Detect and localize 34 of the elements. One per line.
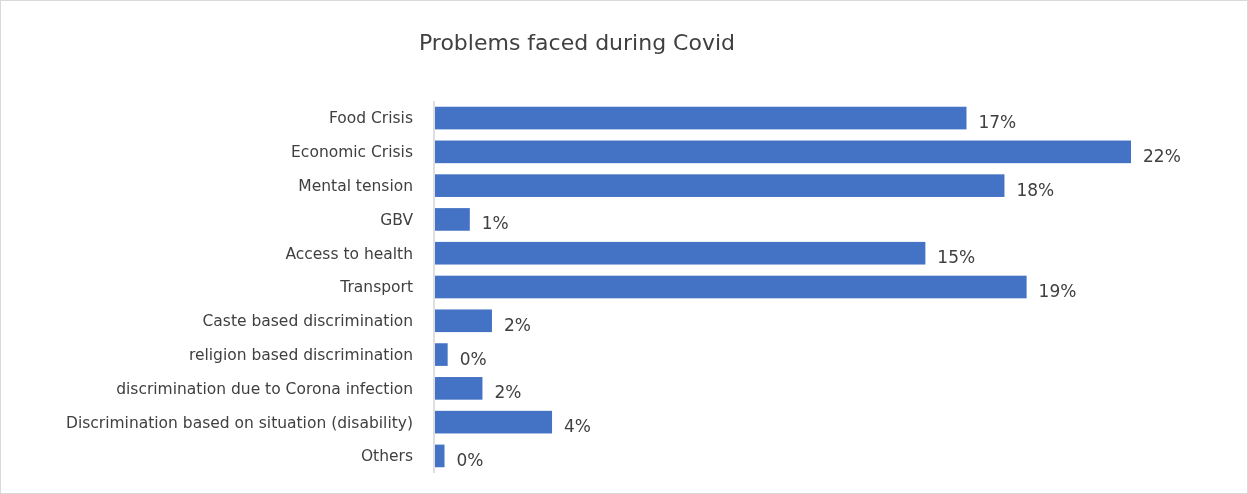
y-tick-label: GBV [380, 210, 414, 229]
y-tick-label: Caste based discrimination [202, 312, 413, 331]
y-tick-label: Mental tension [298, 177, 413, 196]
bar [435, 208, 470, 231]
y-tick-label: Food Crisis [328, 109, 413, 128]
bar [435, 174, 1005, 197]
bar [435, 410, 553, 434]
bar [435, 140, 1131, 164]
bar [435, 444, 445, 468]
bar [435, 106, 967, 130]
bar [435, 241, 926, 265]
bar [435, 309, 492, 333]
data-label: 17% [978, 112, 1017, 133]
data-label: 0% [456, 449, 484, 470]
y-tick-label: Discrimination based on situation (disability) [65, 413, 413, 432]
y-tick-label: religion based discrimination [188, 346, 413, 364]
data-label: 19% [1038, 280, 1077, 301]
data-label: 2% [503, 314, 531, 335]
chart-title: Problems faced during Covid [418, 30, 736, 55]
data-label: 15% [937, 247, 976, 268]
y-tick-label: discrimination due to Corona infection [116, 379, 413, 398]
y-tick-label: Others [360, 447, 413, 466]
y-tick-label: Economic Crisis [291, 143, 413, 162]
data-label: 0% [459, 348, 487, 369]
data-label: 18% [1016, 179, 1055, 200]
bar [435, 377, 483, 400]
data-label: 22% [1143, 145, 1181, 166]
data-label: 4% [564, 416, 592, 437]
bar [435, 275, 1027, 299]
data-label: 1% [481, 213, 509, 234]
y-tick-label: Access to health [285, 244, 413, 263]
bar [435, 343, 448, 366]
data-label: 2% [494, 382, 522, 403]
y-tick-label: Transport [339, 278, 413, 297]
